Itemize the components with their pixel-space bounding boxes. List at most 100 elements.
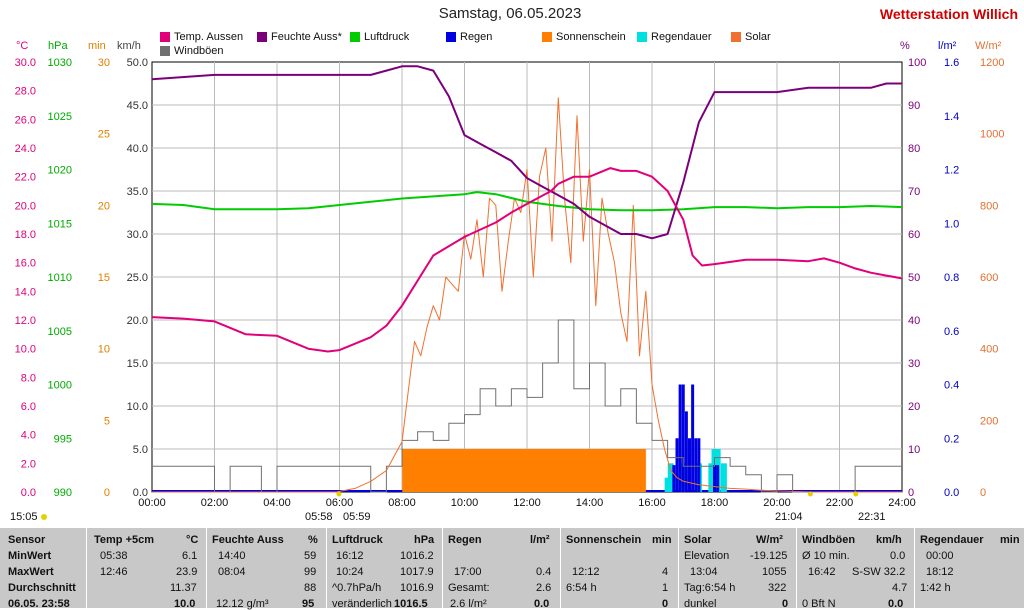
hum-tick-label: 80 (908, 143, 920, 155)
hum-max-time: 08:04 (218, 566, 246, 578)
solar-tick-label: 200 (980, 415, 998, 427)
rain-sum: 2.6 l/m² (450, 598, 487, 610)
wind-tick-label: 40.0 (127, 143, 148, 155)
sun-event-marker (853, 492, 858, 497)
x-tick-label: 10:00 (451, 497, 479, 509)
temp-tick-label: 2.0 (21, 458, 36, 470)
solar-max: 1055 (762, 566, 786, 578)
sunrise-time: 05:58 (305, 511, 333, 523)
wind-tick-label: 50.0 (127, 57, 148, 69)
hdr-wind: Windböen (802, 534, 855, 546)
divider (796, 528, 797, 608)
temp-tick-label: 22.0 (15, 172, 36, 184)
solar-tick-label: 400 (980, 344, 998, 356)
hum-max: 99 (304, 566, 316, 578)
solar-tick-label: 0 (980, 487, 986, 499)
press-max-time: 10:24 (336, 566, 364, 578)
temp-avg: 11.37 (170, 582, 197, 594)
extra-time: 22:31 (858, 511, 886, 523)
temp-max-time: 12:46 (100, 566, 128, 578)
rain-bar (682, 385, 685, 493)
raindur-max-time: 18:12 (926, 566, 954, 578)
x-tick-label: 08:00 (388, 497, 416, 509)
press-change-label: veränderlich (332, 598, 392, 610)
divider (914, 528, 915, 608)
x-tick-label: 06:00 (326, 497, 354, 509)
rain-time: 17:00 (454, 566, 482, 578)
hum-tick-label: 0 (908, 487, 914, 499)
rain-total: 2.6 (536, 582, 551, 594)
sun-time: 12:12 (572, 566, 600, 578)
wind-now: 0.0 (888, 598, 903, 610)
wind-tick-label: 20.0 (127, 315, 148, 327)
solar-elevation-label: Elevation (684, 550, 729, 562)
solar-day-label: Tag:6:54 h (684, 582, 735, 594)
temp-tick-label: 16.0 (15, 258, 36, 270)
hdr-temp: Temp +5cm (94, 534, 154, 546)
hum-tick-label: 10 (908, 444, 920, 456)
sun-avg: 1 (662, 582, 668, 594)
x-tick-label: 04:00 (263, 497, 291, 509)
solar-now: 0 (782, 598, 788, 610)
min-tick-label: 20 (98, 200, 110, 212)
sun-event-marker (336, 492, 341, 497)
rain-tick-label: 1.6 (944, 57, 959, 69)
temp-tick-label: 30.0 (15, 57, 36, 69)
solar-tick-label: 600 (980, 272, 998, 284)
rain-tick-label: 0.8 (944, 272, 959, 284)
solar-tick-label: 1200 (980, 57, 1004, 69)
rain-bar (679, 385, 682, 493)
solar-avg: 322 (768, 582, 786, 594)
sunshine-bar (402, 449, 645, 492)
hdr-sun: Sonnenschein (566, 534, 641, 546)
temp-tick-label: 14.0 (15, 286, 36, 298)
min-tick-label: 0 (104, 487, 110, 499)
temp-tick-label: 18.0 (15, 229, 36, 241)
left-time: 15:05 (10, 511, 38, 523)
press-tick-label: 1005 (48, 326, 72, 338)
rain-tick-label: 0.0 (944, 487, 959, 499)
x-tick-label: 12:00 (513, 497, 541, 509)
divider (678, 528, 679, 608)
wind-max: S-SW 32.2 (852, 566, 905, 578)
temp-tick-label: 12.0 (15, 315, 36, 327)
press-tick-label: 1020 (48, 165, 72, 177)
press-tick-label: 990 (54, 487, 72, 499)
temp-tick-label: 4.0 (21, 430, 36, 442)
hdr-solar-unit: W/m² (756, 534, 783, 546)
divider (206, 528, 207, 608)
wind-tick-label: 10.0 (127, 401, 148, 413)
rain-bar (672, 465, 675, 492)
rain-max: 0.4 (536, 566, 551, 578)
x-tick-label: 20:00 (763, 497, 791, 509)
hum-tick-label: 60 (908, 229, 920, 241)
hum-tick-label: 20 (908, 401, 920, 413)
hum-now: 95 (302, 598, 314, 610)
hdr-sensor: Sensor (8, 534, 45, 546)
solar-max-time: 13:04 (690, 566, 718, 578)
x-tick-label: 16:00 (638, 497, 666, 509)
hdr-temp-unit: °C (186, 534, 198, 546)
press-min-time: 16:12 (336, 550, 364, 562)
x-tick-label: 02:00 (201, 497, 229, 509)
rain-tick-label: 0.4 (944, 380, 959, 392)
hum-tick-label: 100 (908, 57, 926, 69)
min-tick-label: 5 (104, 415, 110, 427)
wind-tick-label: 35.0 (127, 186, 148, 198)
press-trend-label: ^0.7hPa/h (332, 582, 381, 594)
temp-tick-label: 0.0 (21, 487, 36, 499)
rain-bar (676, 438, 679, 492)
min-tick-label: 25 (98, 129, 110, 141)
min-tick-label: 15 (98, 272, 110, 284)
hum-min-time: 14:40 (218, 550, 246, 562)
solar-tick-label: 1000 (980, 129, 1004, 141)
hdr-press: Luftdruck (332, 534, 383, 546)
min-tick-label: 30 (98, 57, 110, 69)
rain-tick-label: 0.6 (944, 326, 959, 338)
rain-bar (716, 465, 719, 492)
divider (326, 528, 327, 608)
wind-tick-label: 30.0 (127, 229, 148, 241)
temp-tick-label: 20.0 (15, 200, 36, 212)
hdr-hum-unit: % (308, 534, 318, 546)
